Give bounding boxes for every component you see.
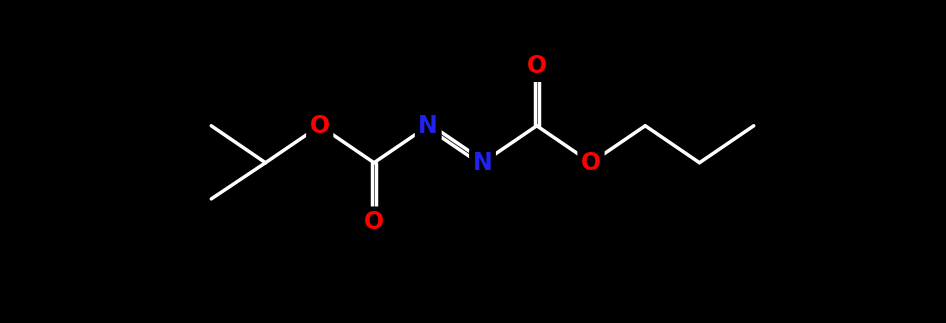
Text: O: O (364, 210, 384, 234)
Text: O: O (581, 151, 601, 175)
Text: N: N (473, 151, 492, 175)
Text: N: N (418, 114, 438, 138)
Text: O: O (527, 55, 547, 78)
Text: O: O (309, 114, 330, 138)
